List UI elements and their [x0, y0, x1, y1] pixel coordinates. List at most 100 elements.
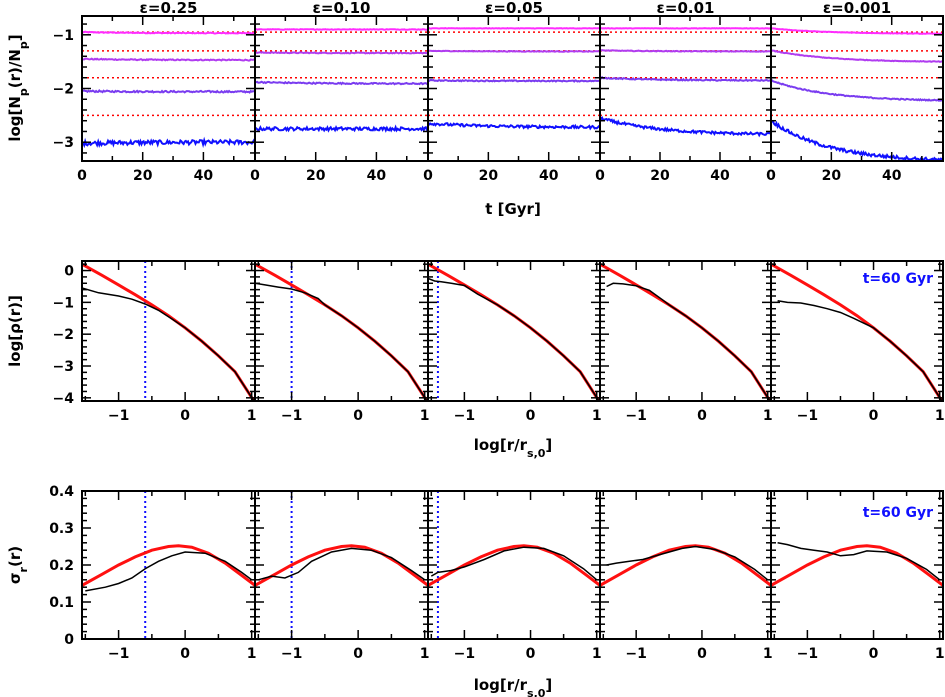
row1-y-label: log[Np(r)/Np] — [6, 34, 30, 141]
panel-frame — [81, 260, 256, 402]
x-tick-label: 1 — [763, 646, 773, 662]
x-tick-label: −1 — [797, 646, 818, 662]
measured-curve — [606, 545, 769, 581]
time-annotation: t=60 Gyr — [863, 271, 933, 287]
x-tick-label: 0 — [250, 168, 260, 184]
x-tick-label: 0 — [869, 646, 879, 662]
panel-row3-1: −1 0 1 0 0.1 0.2 0.3 0.4 — [49, 484, 256, 662]
x-tick-label: −1 — [108, 408, 129, 424]
y-tick-label: −4 — [53, 391, 75, 407]
row2-panels: −1 0 1 0 −1 −2 −3 −4 −1 0 1 −1 0 1 −1 0 1 t=60 Gyr −1 0 1 — [53, 260, 945, 424]
reference-curve — [82, 544, 255, 587]
plot-area — [600, 544, 771, 587]
x-tick-label: 1 — [420, 408, 430, 424]
reference-curve — [255, 262, 428, 401]
y-tick-label: 0.1 — [49, 595, 74, 611]
y-tick-label: −2 — [53, 327, 74, 343]
x-tick-label: 40 — [710, 168, 730, 184]
reference-curve — [771, 544, 943, 587]
plot-area — [82, 491, 255, 639]
x-tick-label: 1 — [935, 646, 945, 662]
x-tick-label: −1 — [454, 408, 475, 424]
x-tick-label: 0 — [423, 168, 433, 184]
plot-area — [771, 262, 943, 401]
plot-area — [428, 27, 600, 131]
y-tick-label: 0 — [64, 264, 74, 280]
row3-x-label: log[r/rs,0] — [474, 676, 553, 697]
row3-panels: −1 0 1 0 0.1 0.2 0.3 0.4 −1 0 1 −1 0 1 −1 0 1 t=60 Gyr −1 0… — [49, 484, 944, 662]
y-tick-label: −1 — [53, 28, 74, 44]
axis-labels: log[Np(r)/Np] t [Gyr] log[ρ(r)] log[r/rs,0]… — [6, 34, 552, 697]
series-line-blue — [255, 124, 428, 133]
y-tick-label: −2 — [53, 82, 74, 98]
panel-title: ε=0.001 — [823, 0, 891, 17]
panel-row1-2: ε=0.10 0 20 40 — [250, 0, 429, 184]
reference-curve — [428, 544, 600, 587]
series-line-purple — [771, 79, 943, 102]
panel-row2-5: t=60 Gyr −1 0 1 — [770, 260, 945, 424]
row1-panels: ε=0.250 20 40−1−2−3ε=0.100 20 40ε=0.050 20 40ε… — [53, 0, 944, 184]
panel-row3-3: −1 0 1 — [427, 490, 602, 662]
panel-frame — [770, 260, 944, 402]
series-line-magenta — [600, 27, 771, 30]
x-tick-label: 0 — [353, 646, 363, 662]
panel-frame — [254, 260, 429, 402]
panel-frame — [599, 15, 772, 162]
x-tick-label: −1 — [281, 646, 302, 662]
x-tick-label: −1 — [625, 646, 646, 662]
panel-title: ε=0.10 — [313, 0, 371, 17]
series-line-blue — [600, 115, 771, 138]
y-tick-label: 0 — [64, 632, 74, 648]
panel-frame — [599, 260, 772, 402]
row2-y-label: log[ρ(r)] — [6, 295, 24, 367]
measured-curve — [606, 282, 771, 401]
x-tick-label: 0 — [766, 168, 776, 184]
series-line-violet — [255, 51, 428, 55]
x-tick-label: 0 — [180, 646, 190, 662]
x-tick-label: 40 — [367, 168, 387, 184]
panel-title: ε=0.05 — [485, 0, 543, 17]
series-line-violet — [600, 49, 771, 53]
x-tick-label: 0 — [595, 168, 605, 184]
panel-row1-5: ε=0.001 0 20 40 — [766, 0, 944, 184]
row1-x-label: t [Gyr] — [485, 200, 541, 218]
reference-curve — [255, 544, 428, 587]
measured-curve — [430, 546, 598, 581]
series-line-blue — [428, 122, 600, 131]
panel-row1-4: ε=0.01 0 20 40 — [595, 0, 772, 184]
plot-area — [82, 261, 255, 401]
plot-area — [255, 261, 428, 401]
measured-curve — [777, 300, 943, 401]
x-tick-label: 20 — [133, 168, 153, 184]
series-line-magenta — [82, 30, 255, 35]
x-tick-label: 1 — [763, 408, 773, 424]
y-tick-label: 0.3 — [49, 521, 74, 537]
series-line-blue — [82, 136, 255, 149]
x-tick-label: −1 — [281, 408, 302, 424]
panel-frame — [427, 260, 601, 402]
series-line-violet — [82, 57, 255, 62]
x-tick-label: 0 — [697, 646, 707, 662]
panel-frame — [254, 15, 429, 162]
x-tick-label: 20 — [822, 168, 842, 184]
series-line-purple — [428, 78, 600, 83]
plot-area — [600, 27, 771, 138]
x-tick-label: 0 — [180, 408, 190, 424]
x-tick-label: 0 — [869, 408, 879, 424]
y-tick-label: −1 — [53, 295, 74, 311]
x-tick-label: −1 — [108, 646, 129, 662]
plot-area — [771, 542, 943, 587]
panel-row3-5: t=60 Gyr −1 0 1 — [770, 490, 945, 662]
series-line-magenta — [255, 28, 428, 31]
x-tick-label: 40 — [882, 168, 902, 184]
x-tick-label: 0 — [526, 408, 536, 424]
plot-area — [771, 27, 943, 161]
series-line-violet — [771, 49, 943, 63]
plot-area — [255, 28, 428, 133]
series-line-purple — [82, 89, 255, 94]
panel-row2-3: −1 0 1 — [427, 260, 602, 424]
row3-y-label: σr(r) — [6, 546, 30, 584]
measured-curve — [85, 551, 253, 592]
x-tick-label: 20 — [479, 168, 499, 184]
